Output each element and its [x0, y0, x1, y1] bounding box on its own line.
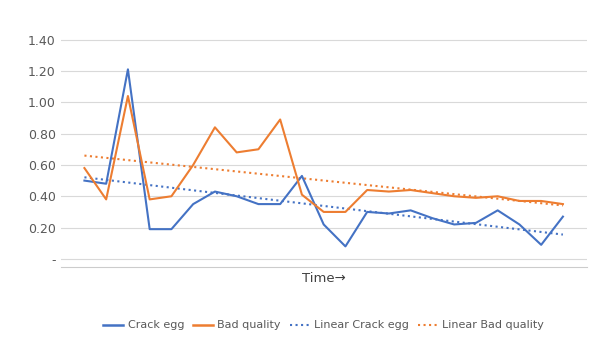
X-axis label: Time→: Time→ — [302, 272, 345, 285]
Legend: Crack egg, Bad quality, Linear Crack egg, Linear Bad quality: Crack egg, Bad quality, Linear Crack egg… — [99, 316, 549, 335]
